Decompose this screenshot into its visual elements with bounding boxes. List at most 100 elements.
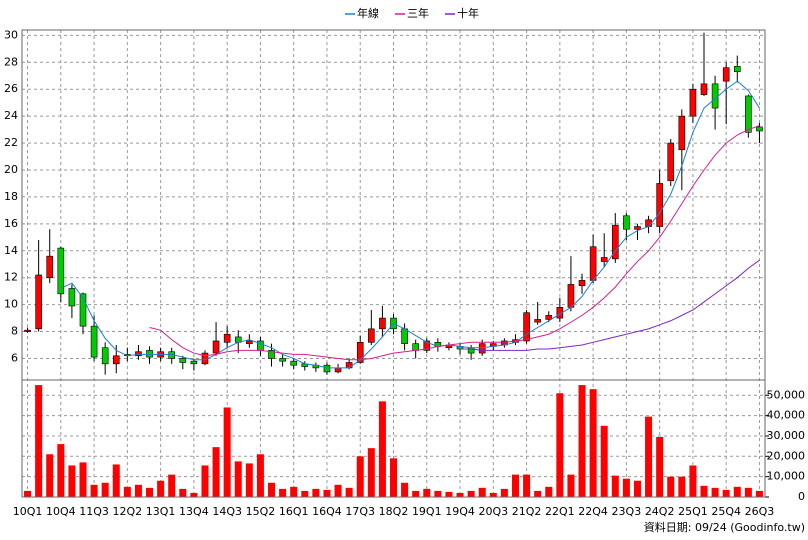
volume-bar bbox=[611, 475, 619, 497]
candle-body bbox=[112, 355, 120, 365]
volume-bar bbox=[689, 465, 697, 497]
x-tick-label: 14Q3 bbox=[212, 505, 242, 518]
candle-body bbox=[611, 224, 619, 260]
candle-body bbox=[46, 255, 54, 278]
volume-bar bbox=[301, 490, 309, 497]
volume-bar bbox=[35, 385, 43, 497]
y-tick-label: 22 bbox=[4, 136, 18, 149]
candle-body bbox=[79, 293, 87, 327]
volume-bar bbox=[578, 385, 586, 497]
y2-tick-label: 40,000 bbox=[767, 409, 806, 422]
y2-tick-label: 0 bbox=[798, 490, 805, 503]
x-tick-label: 21Q2 bbox=[512, 505, 542, 518]
candle-body bbox=[600, 257, 608, 262]
volume-bar bbox=[190, 492, 198, 497]
x-tick-label: 25Q1 bbox=[678, 505, 708, 518]
candle-body bbox=[24, 329, 31, 332]
candle-body bbox=[711, 83, 719, 109]
candle-body bbox=[379, 317, 386, 330]
candle-body bbox=[212, 340, 220, 354]
volume-bar bbox=[511, 474, 519, 497]
x-tick-label: 23Q3 bbox=[612, 505, 642, 518]
y-tick-label: 28 bbox=[4, 55, 18, 68]
x-tick-label: 18Q2 bbox=[379, 505, 409, 518]
candle-body bbox=[478, 343, 486, 354]
candle-body bbox=[190, 360, 198, 365]
candle-body bbox=[689, 88, 697, 117]
volume-bar bbox=[201, 465, 209, 497]
ma-line bbox=[460, 259, 760, 351]
volume-bar bbox=[24, 490, 32, 497]
x-tick-label: 20Q3 bbox=[478, 505, 508, 518]
x-tick-label: 19Q4 bbox=[445, 505, 475, 518]
x-tick-label: 22Q4 bbox=[578, 505, 608, 518]
candle-body bbox=[268, 350, 275, 359]
candle-body bbox=[146, 350, 153, 358]
volume-bar bbox=[534, 490, 542, 497]
y-tick-label: 30 bbox=[4, 28, 18, 41]
x-tick-label: 13Q4 bbox=[179, 505, 209, 518]
x-tick-label: 13Q1 bbox=[146, 505, 176, 518]
volume-bar bbox=[46, 454, 54, 497]
volume-bar bbox=[434, 490, 442, 497]
volume-bar bbox=[401, 482, 409, 497]
candle-body bbox=[756, 126, 763, 132]
volume-bar bbox=[168, 474, 176, 497]
y2-tick-label: 30,000 bbox=[767, 429, 806, 442]
candle-body bbox=[246, 340, 253, 344]
volume-bar bbox=[445, 491, 453, 497]
volume-bar bbox=[412, 490, 420, 497]
volume-bar bbox=[234, 461, 242, 497]
volume-bar bbox=[622, 478, 630, 497]
candle-body bbox=[57, 247, 65, 295]
volume-bar bbox=[146, 487, 154, 497]
ma-line bbox=[60, 80, 760, 369]
y-tick-label: 6 bbox=[11, 351, 18, 364]
candle-body bbox=[368, 328, 375, 343]
candle-body bbox=[412, 343, 419, 351]
candle-body bbox=[656, 183, 663, 227]
volume-bar bbox=[656, 436, 664, 497]
ma-line bbox=[149, 125, 760, 361]
y-tick-label: 14 bbox=[4, 244, 18, 257]
candle-body bbox=[523, 312, 530, 342]
volume-bar bbox=[79, 462, 87, 497]
candle-body bbox=[634, 226, 641, 230]
volume-bar bbox=[600, 425, 608, 497]
candle-body bbox=[356, 342, 364, 363]
volume-bar bbox=[711, 487, 719, 497]
volume-bar bbox=[245, 463, 253, 497]
candle-body bbox=[334, 367, 342, 373]
volume-bar bbox=[423, 488, 431, 497]
candle-body bbox=[35, 274, 42, 330]
plot-frame bbox=[21, 29, 766, 498]
candle-body bbox=[290, 360, 297, 366]
candle-body bbox=[423, 340, 431, 351]
volume-bar bbox=[645, 416, 653, 497]
candle-body bbox=[667, 142, 675, 182]
volume-bar bbox=[112, 464, 120, 497]
volume-bar bbox=[467, 490, 475, 497]
x-tick-label: 10Q4 bbox=[46, 505, 76, 518]
candle-body bbox=[733, 66, 741, 73]
volume-bar bbox=[268, 482, 276, 497]
candle-body bbox=[578, 280, 586, 287]
candle-body bbox=[101, 347, 109, 365]
x-tick-label: 26Q3 bbox=[745, 505, 775, 518]
x-tick-label: 16Q1 bbox=[279, 505, 309, 518]
x-tick-label: 24Q2 bbox=[645, 505, 675, 518]
volume-bar bbox=[667, 476, 675, 497]
volume-bar bbox=[567, 474, 575, 497]
volume-bar bbox=[589, 389, 597, 497]
volume-bar bbox=[256, 454, 264, 497]
volume-bar bbox=[90, 484, 98, 497]
candle-body bbox=[700, 83, 708, 95]
footer: 資料日期: 09/24 (Goodinfo.tw) bbox=[644, 520, 805, 534]
y-tick-label: 24 bbox=[4, 109, 18, 122]
volume-bar bbox=[356, 456, 364, 497]
volume-bar bbox=[345, 487, 353, 497]
volume-bar bbox=[68, 465, 76, 497]
candle-body bbox=[678, 115, 686, 151]
y2-tick-label: 20,000 bbox=[767, 449, 806, 462]
